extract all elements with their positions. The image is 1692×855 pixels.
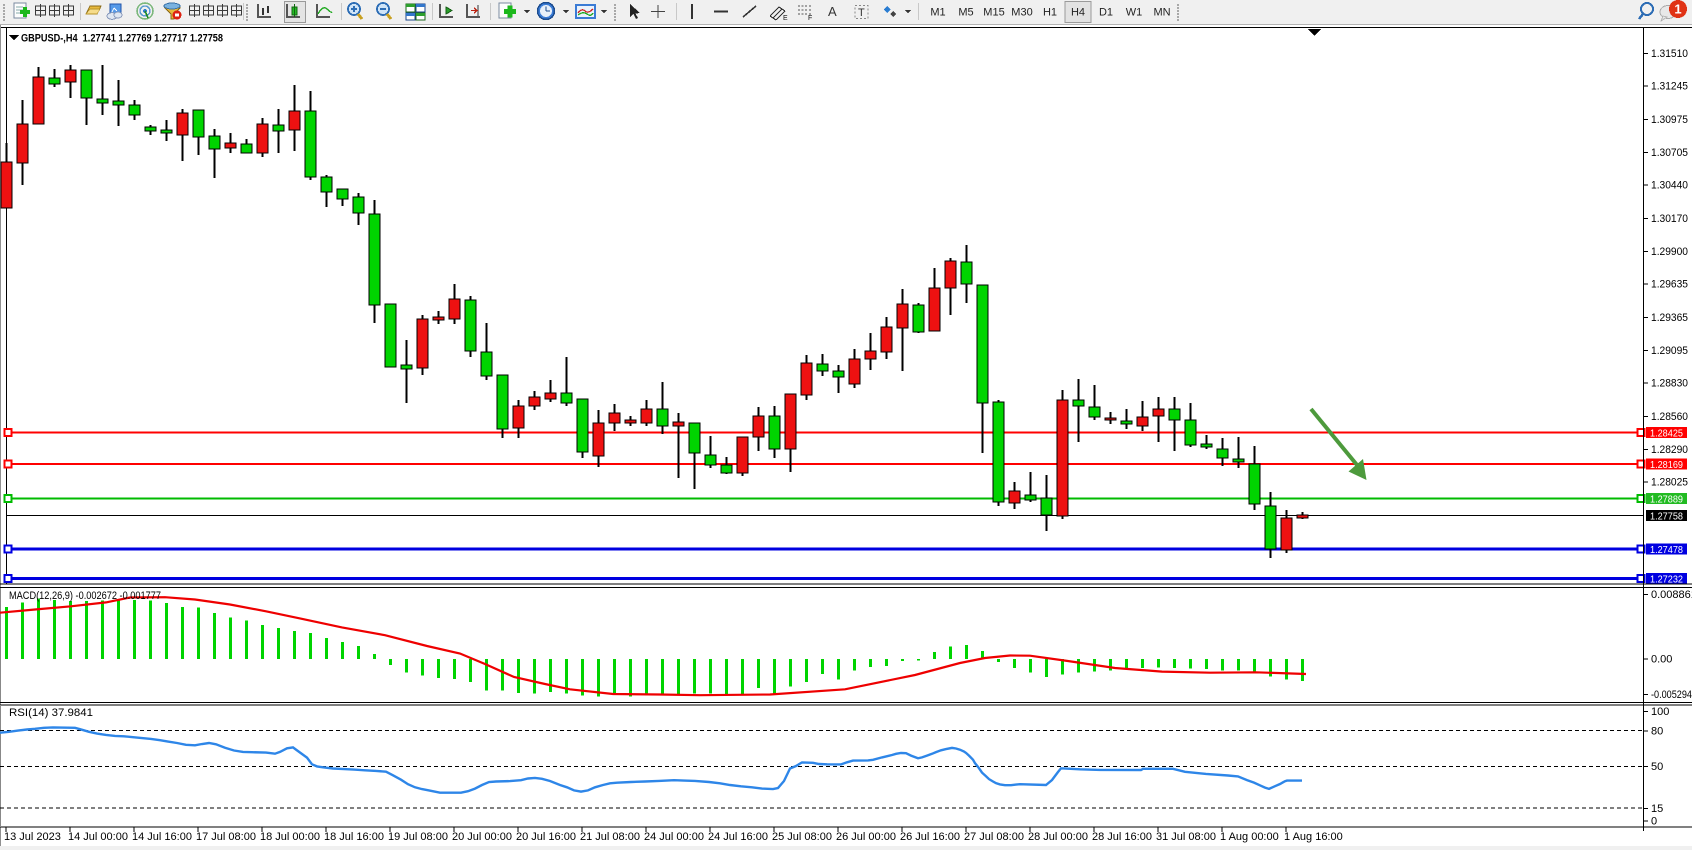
- svg-text:27 Jul 08:00: 27 Jul 08:00: [964, 831, 1024, 843]
- svg-text:D1: D1: [1099, 7, 1113, 19]
- svg-text:1.29095: 1.29095: [1651, 345, 1688, 357]
- svg-text:A: A: [828, 4, 837, 19]
- svg-text:20 Jul 16:00: 20 Jul 16:00: [516, 831, 576, 843]
- svg-text:1.28830: 1.28830: [1651, 378, 1688, 390]
- svg-text:1.27478: 1.27478: [1650, 544, 1683, 556]
- svg-text:18 Jul 16:00: 18 Jul 16:00: [324, 831, 384, 843]
- svg-text:H1: H1: [1043, 7, 1057, 19]
- svg-text:1.30705: 1.30705: [1651, 147, 1688, 159]
- svg-text:RSI(14) 37.9841: RSI(14) 37.9841: [9, 707, 93, 719]
- svg-text:1.28425: 1.28425: [1650, 427, 1683, 439]
- svg-text:50: 50: [1651, 761, 1663, 773]
- svg-text:24 Jul 16:00: 24 Jul 16:00: [708, 831, 768, 843]
- svg-text:1.30975: 1.30975: [1651, 114, 1688, 126]
- svg-text:19 Jul 08:00: 19 Jul 08:00: [388, 831, 448, 843]
- svg-text:1.28290: 1.28290: [1651, 444, 1688, 456]
- svg-text:M1: M1: [930, 7, 945, 19]
- svg-text:1.27889: 1.27889: [1650, 493, 1683, 505]
- svg-text:MN: MN: [1153, 7, 1170, 19]
- svg-text:0.008861: 0.008861: [1651, 589, 1692, 601]
- svg-text:0.00: 0.00: [1651, 654, 1672, 666]
- svg-text:0: 0: [1651, 816, 1657, 828]
- svg-text:24 Jul 00:00: 24 Jul 00:00: [644, 831, 704, 843]
- svg-text:28 Jul 00:00: 28 Jul 00:00: [1028, 831, 1088, 843]
- svg-text:31 Jul 08:00: 31 Jul 08:00: [1156, 831, 1216, 843]
- svg-text:1.30440: 1.30440: [1651, 180, 1688, 192]
- svg-text:28 Jul 16:00: 28 Jul 16:00: [1092, 831, 1152, 843]
- svg-text:1 Aug 00:00: 1 Aug 00:00: [1220, 831, 1279, 843]
- svg-text:-0.005294: -0.005294: [1651, 689, 1692, 701]
- svg-text:GBPUSD-,H4 1.27741 1.27769 1.: GBPUSD-,H4 1.27741 1.27769 1.27717 1.277…: [21, 33, 223, 45]
- svg-text:MACD(12,26,9) -0.002672 -0.001: MACD(12,26,9) -0.002672 -0.001777: [9, 590, 161, 602]
- svg-text:80: 80: [1651, 726, 1663, 738]
- svg-text:1.31245: 1.31245: [1651, 81, 1688, 93]
- svg-text:1.31510: 1.31510: [1651, 48, 1688, 60]
- svg-text:20 Jul 00:00: 20 Jul 00:00: [452, 831, 512, 843]
- svg-text:1.28025: 1.28025: [1651, 477, 1688, 489]
- svg-text:H4: H4: [1071, 7, 1085, 19]
- svg-text:14 Jul 00:00: 14 Jul 00:00: [68, 831, 128, 843]
- svg-text:1.29900: 1.29900: [1651, 246, 1688, 258]
- svg-text:100: 100: [1651, 706, 1669, 718]
- svg-text:1: 1: [1674, 2, 1681, 17]
- svg-text:1.27232: 1.27232: [1650, 573, 1683, 585]
- svg-text:M15: M15: [983, 7, 1004, 19]
- svg-text:M30: M30: [1011, 7, 1032, 19]
- svg-text:14 Jul 16:00: 14 Jul 16:00: [132, 831, 192, 843]
- svg-text:26 Jul 00:00: 26 Jul 00:00: [836, 831, 896, 843]
- svg-text:1.29635: 1.29635: [1651, 279, 1688, 291]
- svg-text:W1: W1: [1126, 7, 1143, 19]
- svg-text:1.30170: 1.30170: [1651, 213, 1688, 225]
- svg-text:F: F: [808, 15, 812, 22]
- svg-text:21 Jul 08:00: 21 Jul 08:00: [580, 831, 640, 843]
- svg-text:1.28560: 1.28560: [1651, 411, 1688, 423]
- svg-text:1 Aug 16:00: 1 Aug 16:00: [1284, 831, 1343, 843]
- svg-text:1.29365: 1.29365: [1651, 312, 1688, 324]
- svg-text:15: 15: [1651, 803, 1663, 815]
- svg-text:13 Jul 2023: 13 Jul 2023: [4, 831, 61, 843]
- svg-text:1.28169: 1.28169: [1650, 459, 1683, 471]
- svg-text:17 Jul 08:00: 17 Jul 08:00: [196, 831, 256, 843]
- svg-text:26 Jul 16:00: 26 Jul 16:00: [900, 831, 960, 843]
- svg-text:1.27758: 1.27758: [1650, 510, 1683, 522]
- svg-text:18 Jul 00:00: 18 Jul 00:00: [260, 831, 320, 843]
- svg-text:25 Jul 08:00: 25 Jul 08:00: [772, 831, 832, 843]
- svg-text:M5: M5: [958, 7, 973, 19]
- svg-text:T: T: [858, 7, 865, 19]
- svg-text:E: E: [783, 15, 788, 22]
